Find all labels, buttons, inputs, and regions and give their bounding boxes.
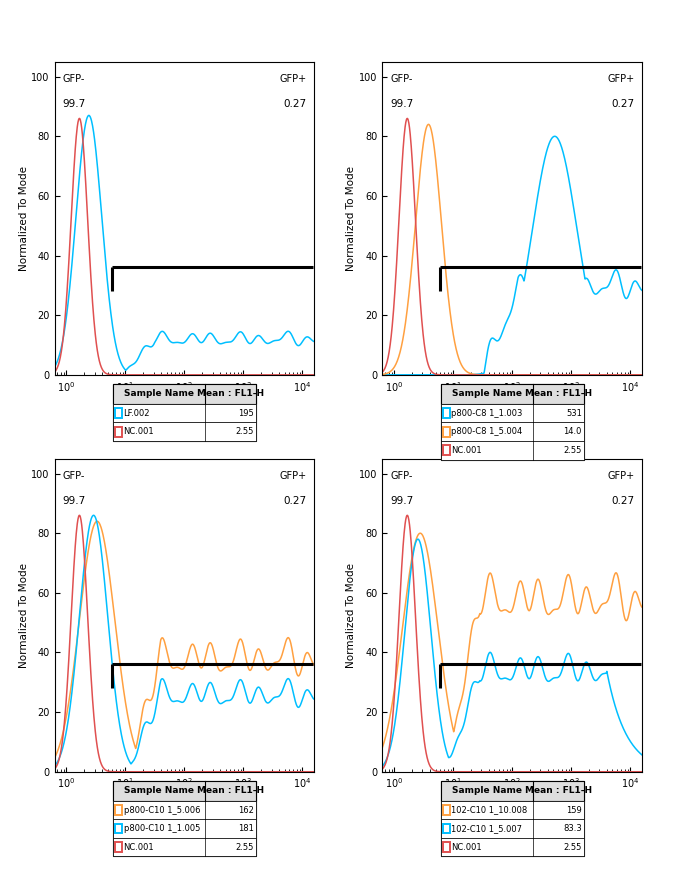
- X-axis label: FL1-H :: GFP: FL1-H :: GFP: [480, 793, 544, 804]
- Text: LF.002: LF.002: [124, 408, 150, 418]
- X-axis label: FL1-H :: GFP: FL1-H :: GFP: [152, 396, 217, 407]
- Text: GFP-: GFP-: [390, 471, 413, 482]
- Text: 162: 162: [238, 805, 254, 815]
- Text: 2.55: 2.55: [563, 842, 582, 852]
- Text: 195: 195: [238, 408, 254, 418]
- Text: Sample Name: Sample Name: [124, 389, 194, 399]
- Text: p800-C8 1_1.003: p800-C8 1_1.003: [451, 408, 523, 418]
- Text: 99.7: 99.7: [390, 497, 413, 506]
- Text: GFP-: GFP-: [62, 471, 85, 482]
- Text: GFP-: GFP-: [390, 74, 413, 85]
- Text: 531: 531: [566, 408, 582, 418]
- Text: 2.55: 2.55: [236, 427, 254, 437]
- Text: Mean : FL1-H: Mean : FL1-H: [197, 389, 264, 399]
- Text: NC.001: NC.001: [451, 842, 482, 852]
- Text: Mean : FL1-H: Mean : FL1-H: [525, 786, 592, 796]
- Text: Mean : FL1-H: Mean : FL1-H: [525, 389, 592, 399]
- Text: 0.27: 0.27: [283, 100, 307, 109]
- Y-axis label: Normalized To Mode: Normalized To Mode: [18, 166, 29, 271]
- Text: 99.7: 99.7: [62, 100, 85, 109]
- Text: 2.55: 2.55: [563, 445, 582, 455]
- Text: 83.3: 83.3: [563, 824, 582, 833]
- Text: Sample Name: Sample Name: [451, 786, 522, 796]
- Text: 0.27: 0.27: [611, 497, 635, 506]
- Text: p800-C10 1_1.005: p800-C10 1_1.005: [124, 824, 200, 833]
- Text: p800-C8 1_5.004: p800-C8 1_5.004: [451, 427, 522, 437]
- Text: GFP+: GFP+: [279, 471, 307, 482]
- Text: p800-C10 1_5.006: p800-C10 1_5.006: [124, 805, 200, 815]
- Text: Sample Name: Sample Name: [124, 786, 194, 796]
- Y-axis label: Normalized To Mode: Normalized To Mode: [18, 563, 29, 668]
- Text: 0.27: 0.27: [611, 100, 635, 109]
- Text: GFP+: GFP+: [607, 471, 635, 482]
- X-axis label: FL1-H :: GFP: FL1-H :: GFP: [152, 793, 217, 804]
- Text: Sample Name: Sample Name: [451, 389, 522, 399]
- Text: NC.001: NC.001: [124, 842, 154, 852]
- Text: 0.27: 0.27: [283, 497, 307, 506]
- Text: NC.001: NC.001: [451, 445, 482, 455]
- Text: NC.001: NC.001: [124, 427, 154, 437]
- Text: 99.7: 99.7: [62, 497, 85, 506]
- Y-axis label: Normalized To Mode: Normalized To Mode: [346, 166, 357, 271]
- Text: 159: 159: [566, 805, 582, 815]
- Text: 102-C10 1_5.007: 102-C10 1_5.007: [451, 824, 522, 833]
- Text: 102-C10 1_10.008: 102-C10 1_10.008: [451, 805, 528, 815]
- Text: 99.7: 99.7: [390, 100, 413, 109]
- Text: GFP+: GFP+: [607, 74, 635, 85]
- Text: 181: 181: [238, 824, 254, 833]
- Text: Mean : FL1-H: Mean : FL1-H: [197, 786, 264, 796]
- Text: 14.0: 14.0: [563, 427, 582, 437]
- X-axis label: FL1-H :: GFP: FL1-H :: GFP: [480, 396, 544, 407]
- Y-axis label: Normalized To Mode: Normalized To Mode: [346, 563, 357, 668]
- Text: GFP-: GFP-: [62, 74, 85, 85]
- Text: GFP+: GFP+: [279, 74, 307, 85]
- Text: 2.55: 2.55: [236, 842, 254, 852]
